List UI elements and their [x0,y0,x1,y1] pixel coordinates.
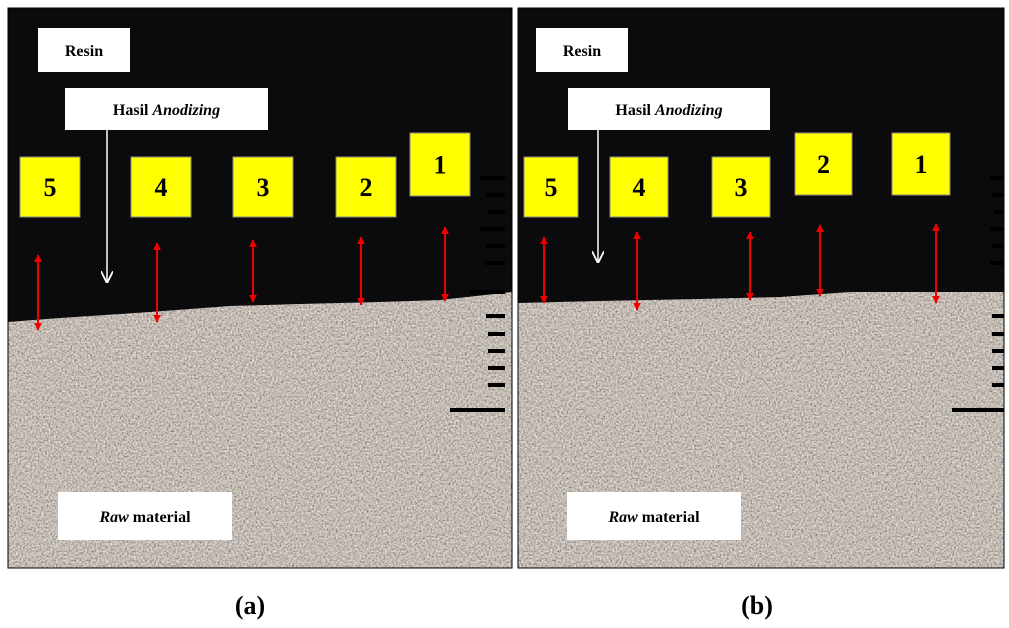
panel-caption: (a) [235,591,265,620]
raw-italic: Raw [607,509,638,526]
raw-suffix: material [133,509,191,526]
point-number: 1 [434,151,447,180]
figure: Resin Hasil Anodizing Raw material 5 4 3 2 1 (a)… [0,0,1009,628]
anodizing-italic: Anodizing [654,102,723,119]
point-number: 4 [633,173,646,202]
point-number: 2 [360,173,373,202]
point-number: 2 [817,150,830,179]
raw-italic: Raw [98,509,129,526]
micrograph-panel: Resin Hasil Anodizing Raw material 5 4 3 2 1 [8,8,512,568]
resin-label: Resin [65,43,103,60]
point-number: 3 [735,173,748,202]
point-number: 4 [155,173,168,202]
anodizing-prefix: Hasil [615,102,651,119]
resin-label: Resin [563,43,601,60]
point-number: 3 [257,173,270,202]
panel-caption: (b) [741,591,773,620]
raw-material-label: Raw material [98,509,191,526]
anodizing-italic: Anodizing [151,102,220,119]
point-number: 5 [44,173,57,202]
anodizing-label: Hasil Anodizing [615,102,722,119]
point-number: 5 [545,173,558,202]
point-number: 1 [915,150,928,179]
anodizing-prefix: Hasil [113,102,149,119]
raw-material-label: Raw material [607,509,700,526]
micrograph-panel: Resin Hasil Anodizing Raw material 5 4 3 2 1 [518,8,1004,568]
raw-suffix: material [642,509,700,526]
anodizing-label: Hasil Anodizing [113,102,220,119]
page: Resin Hasil Anodizing Raw material 5 4 3 2 1 (a)… [0,0,1009,628]
